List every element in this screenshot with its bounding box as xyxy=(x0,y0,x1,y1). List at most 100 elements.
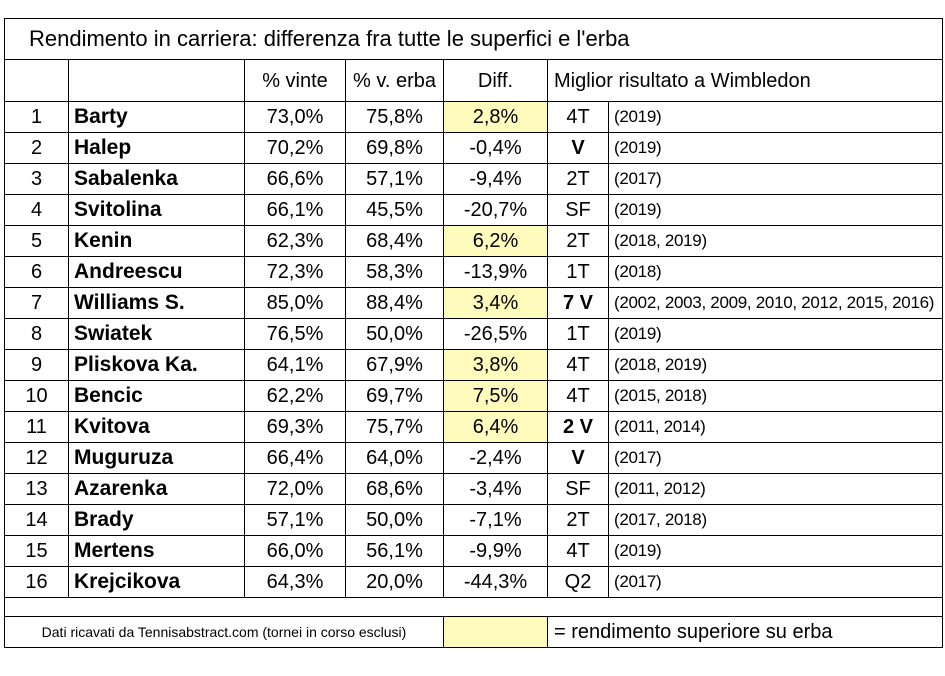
pct-won-cell: 73,0% xyxy=(244,101,346,133)
diff-cell: -20,7% xyxy=(443,194,548,226)
header-pct-won: % vinte xyxy=(244,59,346,102)
best-years-cell: (2019) xyxy=(607,194,944,226)
pct-won-cell: 72,0% xyxy=(244,473,346,505)
best-years-cell: (2019) xyxy=(607,101,944,133)
rank-cell: 7 xyxy=(4,287,69,319)
header-pct-grass: % v. erba xyxy=(345,59,444,102)
best-result-cell: SF xyxy=(547,194,609,226)
rank-cell: 12 xyxy=(4,442,69,474)
table-row: 12 Muguruza 66,4% 64,0% -2,4% V (2017) xyxy=(4,442,944,474)
best-years-cell: (2018, 2019) xyxy=(607,349,944,381)
diff-cell: -3,4% xyxy=(443,473,548,505)
pct-grass-cell: 50,0% xyxy=(345,504,444,536)
rank-cell: 3 xyxy=(4,163,69,195)
best-result-cell: 2 V xyxy=(547,411,609,443)
pct-grass-cell: 45,5% xyxy=(345,194,444,226)
best-result-cell: 7 V xyxy=(547,287,609,319)
diff-cell: -7,1% xyxy=(443,504,548,536)
player-name: Azarenka xyxy=(68,473,245,505)
pct-won-cell: 76,5% xyxy=(244,318,346,350)
best-result-cell: 4T xyxy=(547,535,609,567)
table-row: 10 Bencic 62,2% 69,7% 7,5% 4T (2015, 2018) xyxy=(4,380,944,412)
rank-cell: 8 xyxy=(4,318,69,350)
player-name: Sabalenka xyxy=(68,163,245,195)
best-result-cell: 2T xyxy=(547,504,609,536)
best-years-cell: (2019) xyxy=(607,318,944,350)
pct-grass-cell: 75,8% xyxy=(345,101,444,133)
rank-cell: 5 xyxy=(4,225,69,257)
diff-cell: -9,9% xyxy=(443,535,548,567)
best-result-cell: Q2 xyxy=(547,566,609,598)
table-row: 14 Brady 57,1% 50,0% -7,1% 2T (2017, 2018) xyxy=(4,504,944,536)
diff-cell: 2,8% xyxy=(443,101,548,133)
best-years-cell: (2019) xyxy=(607,535,944,567)
pct-won-cell: 62,2% xyxy=(244,380,346,412)
best-years-cell: (2017) xyxy=(607,442,944,474)
best-result-cell: 4T xyxy=(547,349,609,381)
header-name xyxy=(68,59,245,102)
table-row: 8 Swiatek 76,5% 50,0% -26,5% 1T (2019) xyxy=(4,318,944,350)
rank-cell: 2 xyxy=(4,132,69,164)
best-years-cell: (2015, 2018) xyxy=(607,380,944,412)
table-row: 9 Pliskova Ka. 64,1% 67,9% 3,8% 4T (2018, 2019… xyxy=(4,349,944,381)
rank-cell: 1 xyxy=(4,101,69,133)
best-years-cell: (2017) xyxy=(607,163,944,195)
title-row: Rendimento in carriera: differenza fra t… xyxy=(3,18,944,60)
pct-won-cell: 62,3% xyxy=(244,225,346,257)
header-best-wimbledon: Miglior risultato a Wimbledon xyxy=(546,59,944,102)
pct-won-cell: 69,3% xyxy=(244,411,346,443)
results-table-sheet: Rendimento in carriera: differenza fra t… xyxy=(3,18,944,648)
best-result-cell: V xyxy=(547,442,609,474)
player-name: Mertens xyxy=(68,535,245,567)
pct-won-cell: 66,4% xyxy=(244,442,346,474)
player-name: Kvitova xyxy=(68,411,245,443)
table-row: 5 Kenin 62,3% 68,4% 6,2% 2T (2018, 2019) xyxy=(4,225,944,257)
best-result-cell: 1T xyxy=(547,318,609,350)
player-name: Brady xyxy=(68,504,245,536)
best-years-cell: (2017, 2018) xyxy=(607,504,944,536)
best-result-cell: 4T xyxy=(547,101,609,133)
table-row: 2 Halep 70,2% 69,8% -0,4% V (2019) xyxy=(4,132,944,164)
pct-won-cell: 66,1% xyxy=(244,194,346,226)
legend-swatch xyxy=(443,616,548,648)
spacer-cell xyxy=(3,597,944,617)
player-name: Halep xyxy=(68,132,245,164)
table-row: 15 Mertens 66,0% 56,1% -9,9% 4T (2019) xyxy=(4,535,944,567)
diff-cell: -44,3% xyxy=(443,566,548,598)
diff-cell: 7,5% xyxy=(443,380,548,412)
pct-grass-cell: 58,3% xyxy=(345,256,444,288)
header-rank xyxy=(4,59,69,102)
footer-row: Dati ricavati da Tennisabstract.com (tor… xyxy=(4,616,944,648)
legend-text: = rendimento superiore su erba xyxy=(546,616,944,648)
rank-cell: 15 xyxy=(4,535,69,567)
pct-won-cell: 57,1% xyxy=(244,504,346,536)
table-row: 1 Barty 73,0% 75,8% 2,8% 4T (2019) xyxy=(4,101,944,133)
table-title: Rendimento in carriera: differenza fra t… xyxy=(3,18,944,60)
player-name: Andreescu xyxy=(68,256,245,288)
pct-grass-cell: 69,8% xyxy=(345,132,444,164)
rank-cell: 11 xyxy=(4,411,69,443)
pct-won-cell: 64,3% xyxy=(244,566,346,598)
pct-grass-cell: 64,0% xyxy=(345,442,444,474)
diff-cell: 6,2% xyxy=(443,225,548,257)
pct-won-cell: 85,0% xyxy=(244,287,346,319)
table-row: 13 Azarenka 72,0% 68,6% -3,4% SF (2011, 2012) xyxy=(4,473,944,505)
pct-grass-cell: 68,4% xyxy=(345,225,444,257)
rank-cell: 14 xyxy=(4,504,69,536)
pct-grass-cell: 75,7% xyxy=(345,411,444,443)
best-years-cell: (2011, 2014) xyxy=(607,411,944,443)
pct-grass-cell: 88,4% xyxy=(345,287,444,319)
diff-cell: 3,4% xyxy=(443,287,548,319)
pct-grass-cell: 68,6% xyxy=(345,473,444,505)
rank-cell: 9 xyxy=(4,349,69,381)
best-years-cell: (2002, 2003, 2009, 2010, 2012, 2015, 201… xyxy=(607,287,944,319)
best-result-cell: 2T xyxy=(547,225,609,257)
pct-grass-cell: 20,0% xyxy=(345,566,444,598)
pct-won-cell: 72,3% xyxy=(244,256,346,288)
table-row: 4 Svitolina 66,1% 45,5% -20,7% SF (2019) xyxy=(4,194,944,226)
best-result-cell: 2T xyxy=(547,163,609,195)
diff-cell: -26,5% xyxy=(443,318,548,350)
best-result-cell: 1T xyxy=(547,256,609,288)
best-result-cell: 4T xyxy=(547,380,609,412)
header-row: % vinte % v. erba Diff. Miglior risultat… xyxy=(4,59,944,102)
